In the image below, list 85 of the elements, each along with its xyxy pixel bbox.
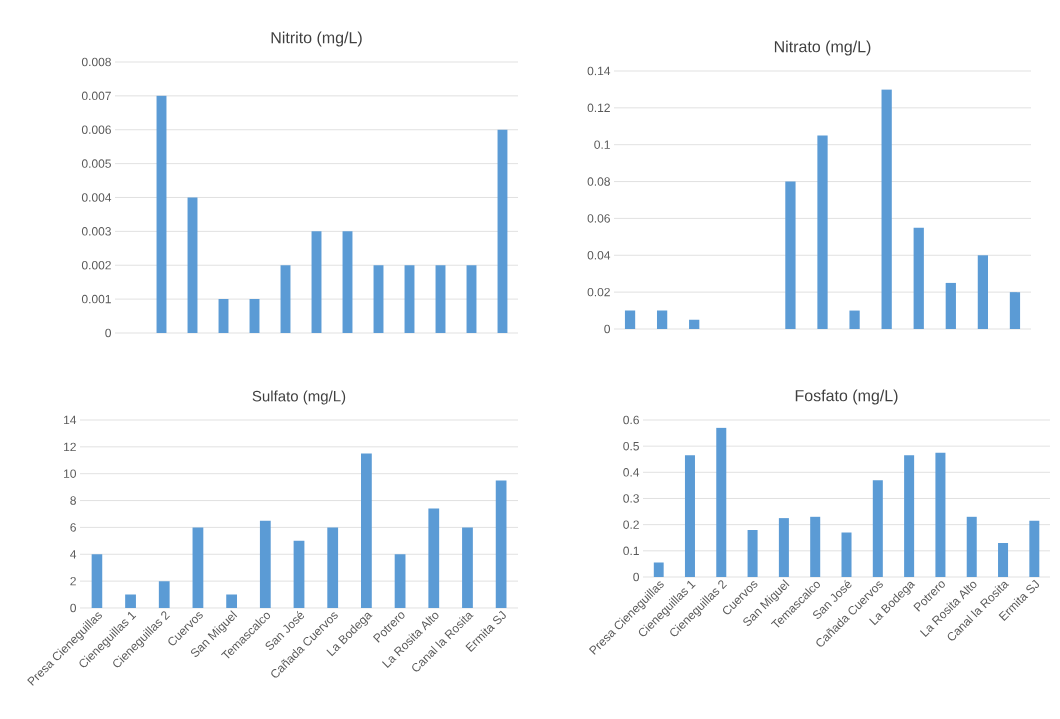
bar bbox=[1009, 292, 1021, 329]
y-tick-label: 0.06 bbox=[587, 214, 610, 223]
y-tick-label: 0.02 bbox=[587, 287, 610, 297]
y-tick-label: 0.002 bbox=[81, 260, 111, 270]
bar bbox=[158, 581, 170, 608]
bar bbox=[689, 319, 700, 329]
bar bbox=[462, 527, 473, 608]
y-tick-label: 0.007 bbox=[81, 91, 111, 101]
bar bbox=[913, 227, 924, 329]
bar bbox=[293, 540, 305, 608]
bar bbox=[342, 231, 353, 333]
bar bbox=[966, 516, 977, 577]
y-tick-label: 0 bbox=[604, 324, 611, 334]
y-tick-label: 0.005 bbox=[81, 159, 111, 168]
bar bbox=[394, 554, 406, 608]
bar bbox=[785, 181, 796, 329]
y-tick-label: 0.6 bbox=[623, 415, 639, 425]
y-tick-label: 0.3 bbox=[623, 494, 639, 503]
bar bbox=[280, 265, 291, 333]
y-tick-label: 0.006 bbox=[81, 125, 111, 134]
chart-title: Fosfato (mg/L) bbox=[795, 389, 898, 405]
y-tick-label: 14 bbox=[64, 415, 77, 425]
bar bbox=[428, 508, 440, 608]
bar bbox=[497, 129, 508, 333]
bar bbox=[817, 135, 828, 329]
bar bbox=[810, 516, 821, 577]
y-tick-label: 0.2 bbox=[623, 520, 639, 529]
y-tick-label: 10 bbox=[64, 469, 77, 478]
bar bbox=[977, 255, 989, 329]
y-tick-label: 0 bbox=[105, 328, 112, 338]
bar bbox=[935, 452, 946, 577]
y-tick-label: 0.004 bbox=[81, 193, 112, 202]
bar bbox=[653, 562, 664, 577]
bar bbox=[998, 542, 1009, 577]
bar bbox=[904, 455, 915, 577]
bar bbox=[259, 520, 271, 608]
bar bbox=[311, 231, 322, 333]
chart-title: Nitrito (mg/L) bbox=[271, 31, 362, 47]
bar bbox=[656, 310, 668, 329]
bar bbox=[841, 532, 852, 577]
bar bbox=[218, 299, 229, 333]
y-tick-label: 4 bbox=[70, 550, 77, 559]
bar bbox=[945, 282, 956, 329]
y-tick-label: 0.003 bbox=[81, 227, 111, 236]
y-tick-label: 0.12 bbox=[587, 103, 610, 113]
bar bbox=[226, 594, 238, 608]
bar bbox=[192, 527, 204, 608]
bar bbox=[716, 427, 727, 577]
bar bbox=[125, 594, 136, 608]
y-tick-label: 6 bbox=[70, 523, 76, 532]
chart-title: Sulfato (mg/L) bbox=[252, 390, 346, 405]
bar bbox=[156, 95, 167, 333]
bar bbox=[881, 89, 892, 329]
y-tick-label: 0.001 bbox=[81, 294, 111, 304]
bar bbox=[684, 455, 695, 577]
y-tick-label: 0.08 bbox=[587, 177, 610, 186]
bar bbox=[361, 453, 372, 608]
bar bbox=[327, 527, 339, 608]
bar bbox=[747, 529, 758, 577]
bar bbox=[624, 310, 636, 329]
y-tick-label: 0.008 bbox=[81, 57, 111, 67]
bar bbox=[849, 310, 860, 329]
bar bbox=[778, 518, 789, 577]
y-tick-label: 0.04 bbox=[587, 251, 611, 260]
y-tick-label: 2 bbox=[70, 576, 76, 586]
y-tick-label: 0 bbox=[633, 572, 640, 582]
y-tick-label: 0.1 bbox=[594, 140, 610, 149]
y-tick-label: 12 bbox=[64, 442, 76, 452]
y-tick-label: 8 bbox=[70, 496, 76, 505]
bar bbox=[373, 265, 384, 333]
y-tick-label: 0.1 bbox=[623, 546, 639, 556]
y-tick-label: 0 bbox=[70, 603, 77, 613]
bar bbox=[495, 480, 507, 608]
bar bbox=[466, 265, 477, 333]
bar bbox=[187, 197, 198, 333]
bar bbox=[435, 265, 446, 333]
bar bbox=[872, 480, 883, 577]
bar bbox=[249, 299, 260, 333]
bar bbox=[1029, 520, 1040, 577]
y-tick-label: 0.5 bbox=[623, 441, 639, 451]
y-tick-label: 0.14 bbox=[587, 66, 611, 76]
bar bbox=[91, 554, 103, 608]
y-tick-label: 0.4 bbox=[623, 468, 640, 477]
bar bbox=[404, 265, 415, 333]
chart-title: Nitrato (mg/L) bbox=[774, 40, 871, 56]
